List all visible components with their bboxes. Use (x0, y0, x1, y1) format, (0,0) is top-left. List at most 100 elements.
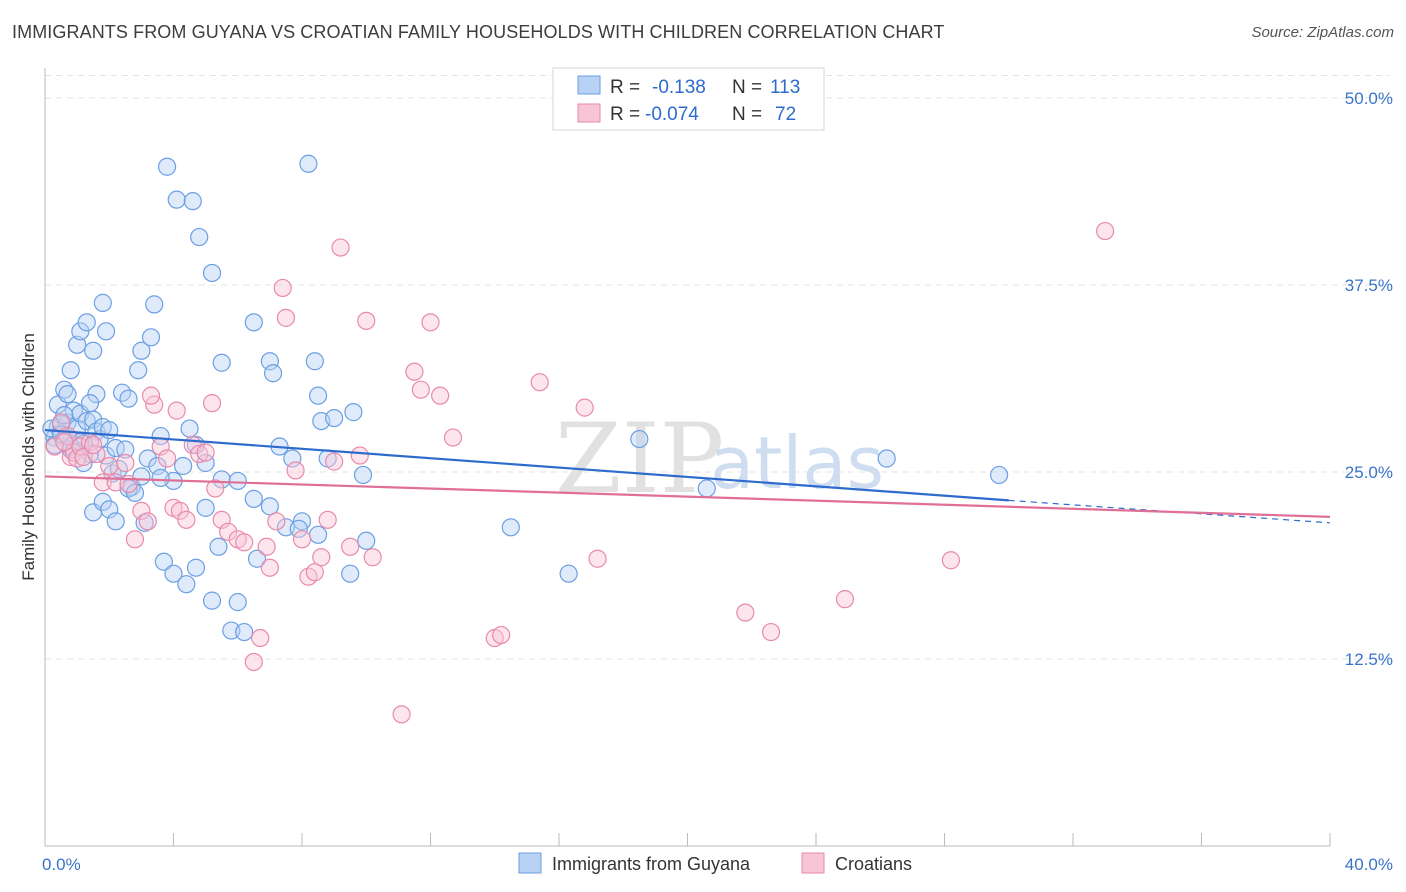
point-croatians (941, 551, 961, 570)
point-guyana (263, 364, 283, 383)
point-croatians (45, 437, 64, 456)
point-guyana (148, 456, 167, 476)
point-croatians (341, 537, 360, 556)
point-guyana (990, 465, 1009, 485)
point-guyana (106, 512, 125, 531)
point-guyana (630, 429, 649, 449)
point-croatians (350, 446, 369, 465)
point-guyana (71, 322, 90, 341)
point-guyana (228, 471, 247, 491)
trend-lines (44, 428, 1331, 524)
point-guyana (308, 525, 328, 544)
point-croatians (68, 449, 87, 468)
point-croatians (318, 510, 337, 529)
point-croatians (325, 452, 344, 471)
legend-r-label-1: R = (610, 104, 640, 125)
point-croatians (736, 603, 755, 622)
point-guyana (61, 361, 80, 380)
point-guyana (129, 361, 148, 380)
point-croatians (357, 311, 376, 330)
point-guyana (106, 438, 125, 458)
point-guyana (125, 483, 145, 503)
legend-r-value-0: -0.138 (652, 77, 706, 98)
point-croatians (292, 530, 312, 549)
stats-legend: R = -0.138 N = 113 R = -0.074 N = 72 (552, 67, 825, 131)
point-guyana (202, 263, 222, 283)
point-croatians (177, 510, 196, 529)
point-croatians (235, 533, 254, 552)
point-croatians (421, 313, 440, 332)
point-guyana (164, 564, 183, 583)
y-tick-label: 25.0% (1345, 463, 1393, 482)
point-croatians (267, 512, 286, 531)
point-guyana (341, 564, 360, 583)
point-croatians (443, 428, 463, 447)
point-croatians (405, 362, 424, 381)
point-croatians (835, 590, 855, 609)
point-guyana (308, 386, 328, 405)
series-legend-label-guyana: Immigrants from Guyana (552, 854, 751, 874)
chart-title: IMMIGRANTS FROM GUYANA VS CROATIAN FAMIL… (12, 22, 945, 42)
point-guyana (77, 313, 96, 332)
y-axis-title: Family Households with Children (19, 333, 38, 581)
point-croatians (55, 432, 74, 452)
point-croatians (588, 549, 607, 568)
point-croatians (257, 537, 276, 556)
point-croatians (492, 625, 511, 645)
point-croatians (100, 456, 119, 476)
legend-n-label-0: N = (732, 77, 762, 98)
point-guyana (119, 389, 138, 408)
x-tick-label-max: 40.0% (1345, 855, 1393, 874)
point-guyana (212, 353, 231, 372)
gridlines (45, 74, 1390, 660)
point-croatians (312, 548, 331, 567)
x-tick-label-min: 0.0% (42, 855, 81, 874)
point-guyana (154, 552, 173, 571)
point-guyana (260, 497, 279, 516)
point-croatians (141, 386, 161, 405)
point-guyana (116, 440, 135, 459)
point-croatians (157, 449, 177, 468)
series-legend-label-croatians: Croatians (835, 854, 912, 874)
point-croatians (132, 501, 151, 520)
point-guyana (132, 341, 151, 360)
trend-line-croatians (44, 475, 1331, 518)
legend-n-value-0: 113 (770, 77, 800, 98)
point-guyana (228, 593, 247, 612)
point-guyana (183, 192, 202, 211)
series-legend-swatch-guyana (518, 852, 542, 874)
point-guyana (260, 352, 279, 371)
point-guyana (559, 564, 578, 583)
point-guyana (235, 622, 254, 642)
trend-line-guyana (44, 428, 1009, 502)
legend-n-value-1: 72 (775, 104, 796, 125)
point-guyana (93, 293, 112, 312)
y-tick-labels: 12.5% 25.0% 37.5% 50.0% (1345, 89, 1393, 669)
point-croatians (431, 386, 450, 405)
point-croatians (190, 444, 209, 464)
point-guyana (209, 537, 228, 556)
y-tick-label: 50.0% (1345, 89, 1393, 108)
legend-r-value-1: -0.074 (645, 104, 699, 125)
point-croatians (305, 563, 324, 582)
y-tick-label: 12.5% (1345, 650, 1393, 669)
data-points (42, 154, 1115, 724)
point-guyana (68, 335, 87, 354)
point-guyana (186, 558, 206, 577)
point-guyana (58, 385, 77, 404)
point-guyana (177, 575, 196, 594)
legend-r-label-0: R = (610, 77, 640, 98)
point-guyana (141, 328, 161, 347)
point-croatians (530, 373, 549, 392)
point-croatians (575, 398, 594, 417)
point-croatians (202, 394, 222, 413)
point-guyana (299, 154, 318, 173)
point-guyana (80, 394, 100, 413)
point-guyana (357, 531, 376, 550)
point-guyana (84, 341, 103, 360)
trend-line-guyana-extrapolated (1008, 499, 1331, 524)
point-croatians (116, 453, 135, 473)
point-guyana (501, 518, 520, 537)
point-guyana (283, 449, 302, 468)
point-croatians (251, 628, 270, 648)
